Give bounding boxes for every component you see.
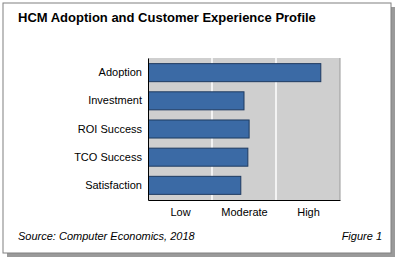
x-axis: Low Moderate High	[149, 201, 341, 218]
y-axis: Adoption Investment ROI Success TCO Success…	[74, 59, 148, 201]
chart: HCM Adoption and Customer Experience Pro…	[0, 0, 400, 262]
source-note: Source: Computer Economics, 2018	[18, 230, 196, 242]
plot-background	[148, 58, 340, 200]
bar	[148, 92, 244, 110]
y-tick-label: TCO Success	[74, 151, 142, 163]
y-tick-label: Satisfaction	[85, 179, 142, 191]
y-tick: TCO Success	[74, 151, 142, 163]
x-tick-label: Low	[170, 206, 190, 218]
x-tick: High	[297, 206, 320, 218]
bar	[148, 120, 249, 138]
x-tick: Low	[170, 206, 190, 218]
y-tick-label: Investment	[88, 94, 142, 106]
plot	[148, 58, 340, 200]
y-axis-line	[148, 59, 149, 201]
y-tick: Satisfaction	[85, 179, 142, 191]
plot-edge	[340, 58, 341, 200]
x-tick: Moderate	[221, 206, 267, 218]
y-tick-label: ROI Success	[78, 123, 143, 135]
bars	[148, 64, 321, 195]
y-tick: Adoption	[99, 66, 142, 78]
x-tick-label: Moderate	[221, 206, 267, 218]
y-tick: Investment	[88, 94, 142, 106]
bar	[148, 176, 241, 194]
bar	[148, 64, 321, 82]
y-tick-label: Adoption	[99, 66, 142, 78]
y-tick: ROI Success	[78, 123, 143, 135]
bar	[148, 148, 248, 166]
title: HCM Adoption and Customer Experience Pro…	[18, 10, 316, 25]
x-tick-label: High	[297, 206, 320, 218]
x-axis-line	[149, 200, 341, 201]
figure-label: Figure 1	[342, 230, 382, 242]
frame	[3, 3, 391, 253]
